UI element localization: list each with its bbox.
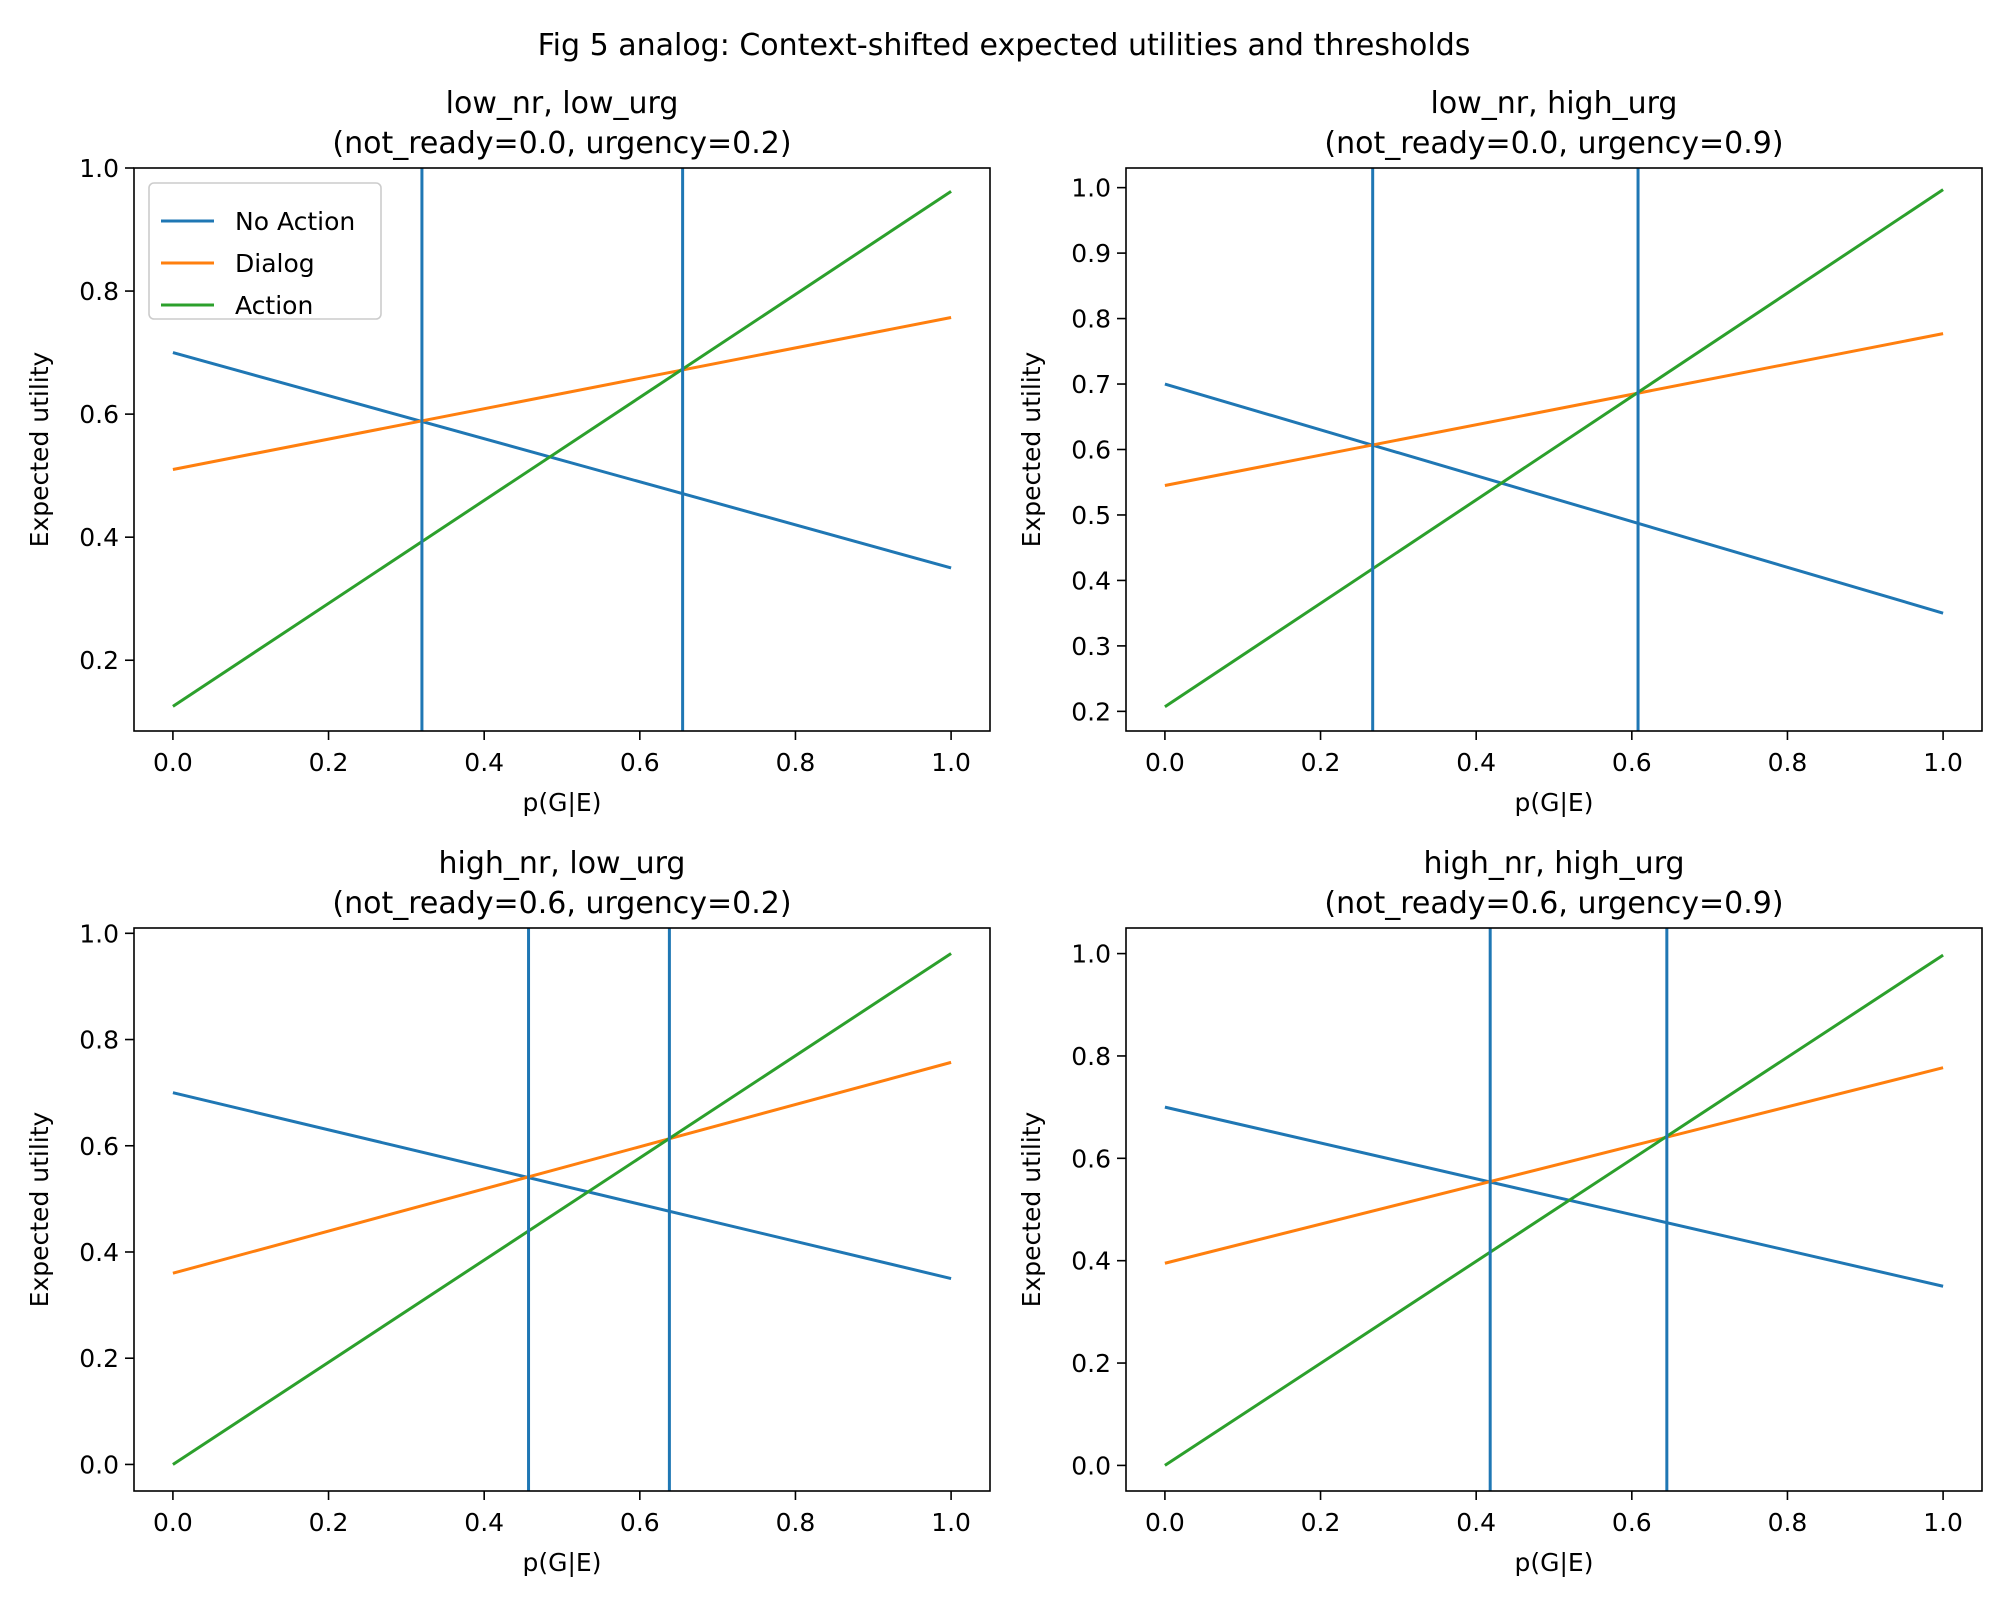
x-tick-label: 1.0 [1923,1508,1963,1537]
y-tick-label: 0.2 [1071,697,1111,726]
series-line-action [172,952,952,1466]
subplot-2: low_nr, high_urg (not_ready=0.0, urgency=… [1017,86,1983,817]
y-tick-label: 0.3 [1071,632,1111,661]
legend-entry: Dialog [235,249,315,278]
series-line-action [1164,188,1944,709]
figure-title: Fig 5 analog: Context-shifted expected u… [538,28,1471,63]
x-tick-label: 1.0 [931,1508,971,1537]
x-tick-label: 0.8 [776,748,816,777]
x-tick-label: 0.6 [620,1508,660,1537]
plot-area [1164,928,1944,1491]
x-tick-label: 0.6 [620,748,660,777]
y-tick-label: 0.6 [79,400,119,429]
y-tick-label: 0.8 [79,1026,119,1055]
legend-entry: No Action [235,207,355,236]
subplot-1: low_nr, low_urg (not_ready=0.0, urgency=0… [25,86,991,817]
axes-frame [133,927,991,1492]
y-tick-label: 0.9 [1071,239,1111,268]
y-tick-label: 1.0 [79,154,119,183]
subplot-subtitle: (not_ready=0.0, urgency=0.2) [332,126,791,161]
x-tick-label: 0.0 [153,1508,193,1537]
series-line-no-action [1164,1105,1944,1288]
legend-box [148,182,382,320]
x-tick-label: 0.0 [1145,1508,1185,1537]
subplot-title: high_nr, high_urg [1423,846,1684,881]
y-tick-label: 0.8 [79,277,119,306]
legend: No Action Dialog Action [148,182,382,320]
series-line-action [1164,953,1944,1467]
x-tick-label: 0.8 [1768,748,1808,777]
axes-frame [133,167,991,732]
subplot-grid: low_nr, low_urg (not_ready=0.0, urgency=0… [25,86,1983,1577]
legend-entry: Action [235,291,313,320]
x-tick-label: 1.0 [1923,748,1963,777]
x-tick-label: 1.0 [931,748,971,777]
subplot-subtitle: (not_ready=0.6, urgency=0.9) [1324,886,1783,921]
series-line-dialog [172,316,952,471]
y-tick-label: 1.0 [1071,174,1111,203]
x-tick-label: 0.2 [1301,1508,1341,1537]
y-tick-label: 0.8 [1071,305,1111,334]
y-tick-label: 0.4 [1071,566,1111,595]
y-tick-label: 0.8 [1071,1042,1111,1071]
y-tick-label: 0.5 [1071,501,1111,530]
subplot-3: high_nr, low_urg (not_ready=0.6, urgency=… [25,846,991,1577]
y-tick-label: 0.4 [1071,1247,1111,1276]
subplot-subtitle: (not_ready=0.6, urgency=0.2) [332,886,791,921]
y-axis-label: Expected utility [25,351,54,547]
x-axis-label: p(G|E) [1515,1548,1594,1577]
x-tick-label: 0.6 [1612,1508,1652,1537]
x-tick-label: 0.0 [153,748,193,777]
subplot-subtitle: (not_ready=0.0, urgency=0.9) [1324,126,1783,161]
series-line-dialog [172,1060,952,1275]
x-tick-label: 0.0 [1145,748,1185,777]
y-tick-label: 0.2 [79,646,119,675]
y-tick-label: 0.6 [1071,436,1111,465]
series-line-no-action [172,1091,952,1281]
y-tick-label: 0.7 [1071,370,1111,399]
x-tick-label: 0.2 [309,1508,349,1537]
x-tick-label: 0.4 [1456,1508,1496,1537]
y-tick-label: 0.0 [1071,1451,1111,1480]
y-tick-label: 0.6 [1071,1144,1111,1173]
x-tick-label: 0.6 [1612,748,1652,777]
x-tick-label: 0.2 [1301,748,1341,777]
y-tick-label: 0.4 [79,523,119,552]
x-tick-label: 0.8 [1768,1508,1808,1537]
series-line-no-action [172,351,952,570]
plot-area [172,928,952,1491]
x-axis-label: p(G|E) [1515,788,1594,817]
series-line-dialog [1164,332,1944,487]
x-axis-label: p(G|E) [523,788,602,817]
x-tick-label: 0.4 [464,748,504,777]
subplot-4: high_nr, high_urg (not_ready=0.6, urgency… [1017,846,1983,1577]
y-tick-label: 0.2 [1071,1349,1111,1378]
subplot-title: low_nr, low_urg [446,86,679,121]
x-tick-label: 0.2 [309,748,349,777]
y-axis-label: Expected utility [1017,1111,1046,1307]
y-tick-label: 1.0 [79,919,119,948]
series-line-action [172,190,952,708]
plot-area [1164,168,1944,731]
x-tick-label: 0.8 [776,1508,816,1537]
y-axis-label: Expected utility [25,1111,54,1307]
subplot-title: high_nr, low_urg [439,846,686,881]
x-tick-label: 0.4 [464,1508,504,1537]
plot-area [172,168,952,731]
axes-frame [1125,927,1983,1492]
y-tick-label: 0.0 [79,1450,119,1479]
series-line-dialog [1164,1066,1944,1265]
y-tick-label: 0.2 [79,1344,119,1373]
subplot-title: low_nr, high_urg [1431,86,1678,121]
y-axis-label: Expected utility [1017,351,1046,547]
x-axis-label: p(G|E) [523,1548,602,1577]
y-tick-label: 1.0 [1071,940,1111,969]
series-line-no-action [1164,382,1944,615]
x-tick-label: 0.4 [1456,748,1496,777]
y-tick-label: 0.4 [79,1238,119,1267]
y-tick-label: 0.6 [79,1132,119,1161]
